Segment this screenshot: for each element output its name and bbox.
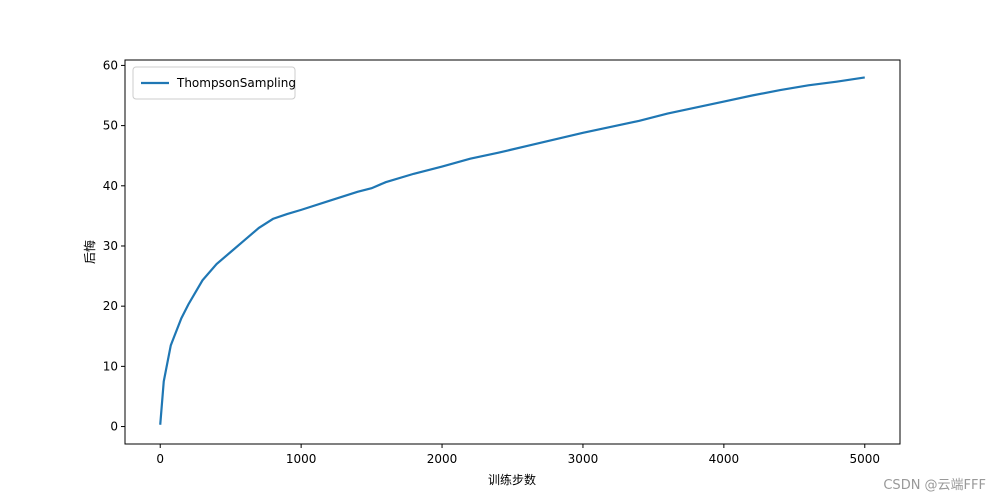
watermark: CSDN @云端FFF xyxy=(883,478,986,493)
x-tick-label: 1000 xyxy=(286,452,317,466)
legend-box xyxy=(132,66,296,100)
y-tick-label: 20 xyxy=(103,299,118,313)
line-series xyxy=(159,76,865,425)
y-tick-label: 40 xyxy=(103,179,118,193)
y-tick-label: 60 xyxy=(103,58,118,72)
y-tick-label: 10 xyxy=(103,359,118,373)
y-tick-label: 50 xyxy=(103,119,118,133)
x-tick-label: 0 xyxy=(156,452,164,466)
legend-label: ThompsonSampling xyxy=(176,76,296,90)
plot-frame xyxy=(124,59,901,445)
y-tick-label: 30 xyxy=(103,239,118,253)
legend: ThompsonSampling xyxy=(132,66,296,100)
x-tick-label: 4000 xyxy=(709,452,740,466)
y-axis-label: 后悔 xyxy=(82,240,97,264)
x-tick-label: 2000 xyxy=(427,452,458,466)
y-tick-label: 0 xyxy=(110,420,118,434)
x-tick-label: 3000 xyxy=(568,452,599,466)
x-axis-label: 训练步数 xyxy=(488,472,536,487)
x-tick-label: 5000 xyxy=(849,452,880,466)
